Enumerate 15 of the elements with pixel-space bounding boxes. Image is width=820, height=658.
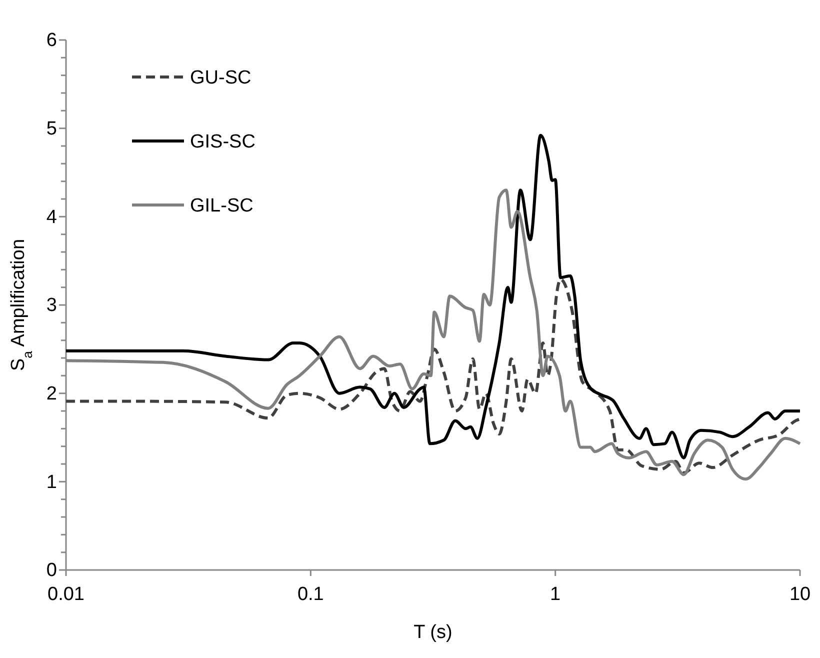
x-tick-label: 1 (550, 584, 561, 605)
legend-label: GU-SC (190, 68, 252, 89)
x-axis-title: T (s) (414, 622, 452, 643)
y-tick-label: 5 (46, 118, 57, 140)
y-tick-label: 3 (46, 295, 57, 316)
legend-label: GIS-SC (190, 132, 256, 153)
x-tick-label: 10 (789, 584, 811, 605)
legend-label: GIL-SC (190, 196, 254, 217)
y-tick-label: 2 (46, 383, 57, 404)
x-tick-label: 0.01 (48, 584, 84, 605)
y-tick-label: 4 (46, 206, 58, 228)
y-tick-label: 1 (46, 472, 57, 493)
y-tick-label: 6 (46, 30, 57, 52)
x-tick-label: 0.1 (297, 584, 324, 605)
y-tick-label: 0 (46, 560, 57, 582)
